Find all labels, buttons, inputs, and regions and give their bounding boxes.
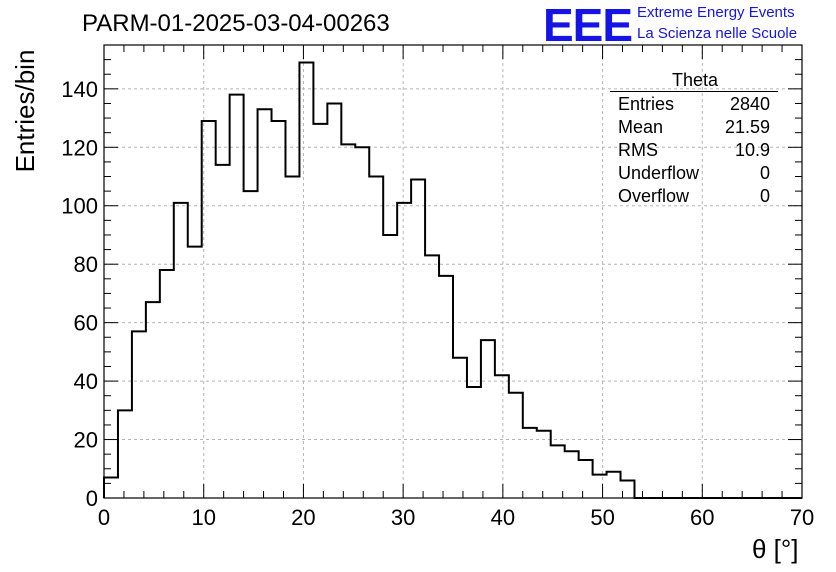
- stats-row-rms: RMS 10.9: [610, 139, 780, 162]
- stats-label: RMS: [618, 140, 658, 160]
- stats-name: Theta: [671, 70, 719, 90]
- y-tick-label: 0: [86, 486, 98, 511]
- eee-logo: EEE: [543, 0, 633, 51]
- y-tick-label: 40: [74, 369, 98, 394]
- stats-row-overflow: Overflow 0: [610, 185, 780, 208]
- x-tick-label: 10: [191, 505, 215, 530]
- x-tick-label: 70: [790, 505, 814, 530]
- stats-row-mean: Mean 21.59: [610, 116, 780, 139]
- stats-row-underflow: Underflow 0: [610, 162, 780, 185]
- plot-frame: [103, 44, 803, 499]
- x-tick-label: 40: [491, 505, 515, 530]
- stats-label: Underflow: [618, 163, 700, 183]
- stats-divider: [610, 91, 778, 92]
- y-tick-label: 80: [74, 252, 98, 277]
- stats-label: Mean: [618, 117, 664, 137]
- stats-label: Entries: [618, 94, 675, 114]
- y-tick-label: 100: [61, 194, 98, 219]
- y-tick-label: 140: [61, 77, 98, 102]
- y-tick-label: 120: [61, 135, 98, 160]
- stats-row-entries: Entries 2840: [610, 93, 780, 116]
- y-tick-label: 60: [74, 311, 98, 336]
- stats-value: 0: [759, 163, 770, 183]
- logo-line-1: Extreme Energy Events: [637, 4, 795, 21]
- x-tick-label: 30: [391, 505, 415, 530]
- x-tick-label: 50: [590, 505, 614, 530]
- x-tick-label: 20: [291, 505, 315, 530]
- stats-value: 2840: [729, 94, 770, 114]
- stats-label: Overflow: [618, 186, 690, 206]
- stats-box: Theta Entries 2840 Mean 21.59 RMS 10.9 U…: [610, 70, 780, 208]
- y-tick-label: 20: [74, 428, 98, 453]
- stats-value: 10.9: [734, 140, 770, 160]
- y-axis-label: Entries/bin: [10, 49, 40, 173]
- x-tick-label: 60: [690, 505, 714, 530]
- chart-title: PARM-01-2025-03-04-00263: [82, 10, 390, 37]
- stats-value: 0: [759, 186, 770, 206]
- stats-value: 21.59: [724, 117, 770, 137]
- logo-line-2: La Scienza nelle Scuole: [637, 25, 798, 42]
- histogram-series: [103, 61, 802, 499]
- x-axis-label: θ [°]: [752, 534, 799, 564]
- x-tick-label: 0: [98, 505, 110, 530]
